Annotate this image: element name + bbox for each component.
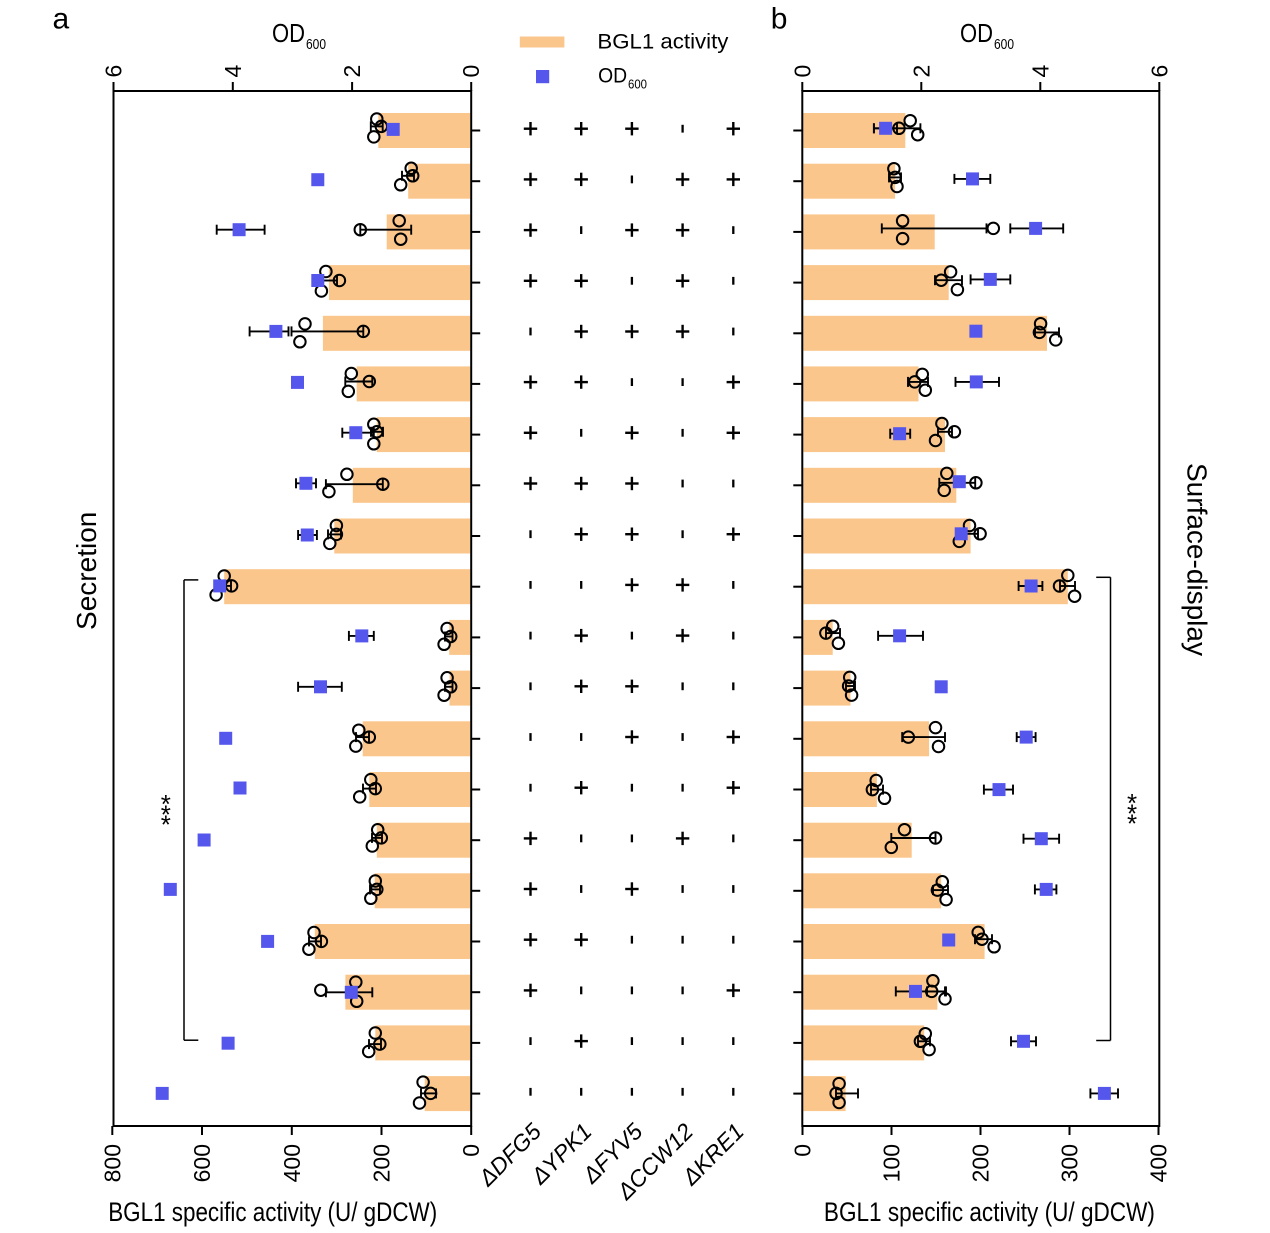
svg-text:Surface-display: Surface-display bbox=[1182, 463, 1213, 656]
svg-text:400: 400 bbox=[1146, 1144, 1172, 1182]
svg-text:OD: OD bbox=[598, 64, 627, 88]
svg-text:a: a bbox=[53, 2, 70, 35]
svg-text:4: 4 bbox=[1027, 65, 1053, 78]
svg-text:b: b bbox=[771, 2, 788, 35]
svg-text:600: 600 bbox=[628, 77, 647, 92]
svg-text:200: 200 bbox=[968, 1144, 994, 1182]
svg-text:0: 0 bbox=[458, 1144, 484, 1157]
svg-text:0: 0 bbox=[789, 65, 815, 78]
svg-text:0: 0 bbox=[790, 1144, 816, 1157]
svg-text:6: 6 bbox=[101, 65, 127, 78]
svg-text:400: 400 bbox=[279, 1144, 305, 1182]
svg-text:*: * bbox=[161, 810, 171, 840]
svg-text:OD: OD bbox=[272, 18, 305, 48]
svg-text:*: * bbox=[1127, 798, 1137, 828]
svg-text:2: 2 bbox=[908, 65, 934, 78]
svg-text:100: 100 bbox=[879, 1144, 905, 1182]
svg-text:*: * bbox=[161, 799, 171, 829]
svg-text:800: 800 bbox=[99, 1144, 125, 1182]
svg-text:6: 6 bbox=[1146, 65, 1172, 78]
svg-text:BGL1 specific activity (U/ gDC: BGL1 specific activity (U/ gDCW) bbox=[824, 1197, 1155, 1227]
svg-text:*: * bbox=[1127, 809, 1137, 839]
svg-text:*: * bbox=[1127, 788, 1137, 818]
svg-text:*: * bbox=[161, 789, 171, 819]
svg-text:600: 600 bbox=[306, 37, 326, 53]
svg-text:Secretion: Secretion bbox=[71, 512, 102, 630]
svg-text:BGL1 activity: BGL1 activity bbox=[597, 30, 728, 54]
svg-text:2: 2 bbox=[339, 65, 365, 78]
svg-text:0: 0 bbox=[458, 65, 484, 78]
svg-text:4: 4 bbox=[220, 65, 246, 78]
svg-text:300: 300 bbox=[1057, 1144, 1083, 1182]
svg-text:BGL1 specific activity (U/ gDC: BGL1 specific activity (U/ gDCW) bbox=[108, 1197, 437, 1227]
svg-text:600: 600 bbox=[189, 1144, 215, 1182]
svg-text:200: 200 bbox=[369, 1144, 395, 1182]
svg-text:OD: OD bbox=[960, 18, 993, 48]
svg-text:600: 600 bbox=[994, 37, 1014, 53]
